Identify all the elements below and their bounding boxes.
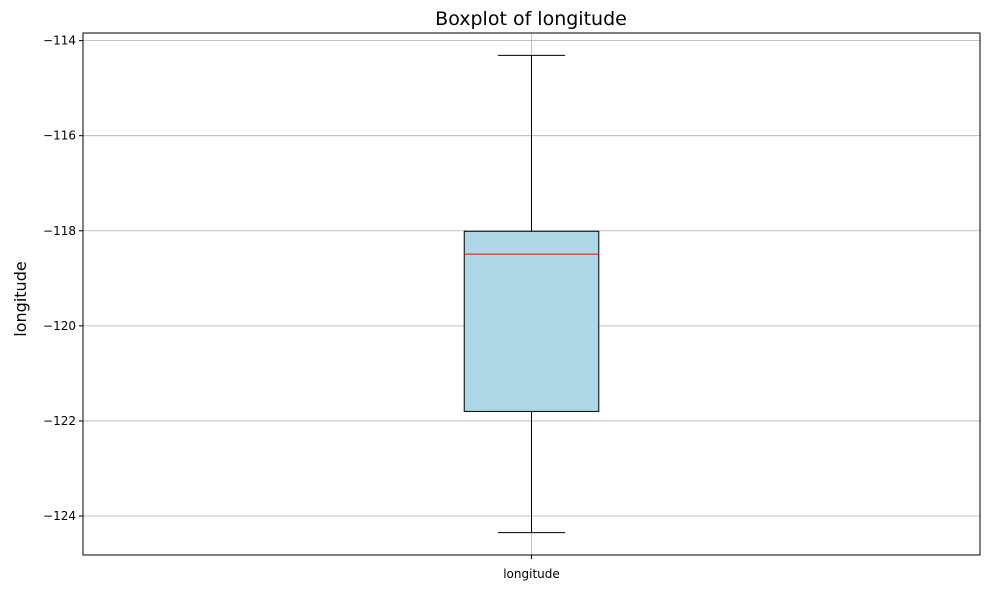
iqr-box [463, 230, 600, 412]
y-tick-label: −120 [43, 319, 76, 333]
chart-title: Boxplot of longitude [435, 8, 627, 30]
box-group [463, 54, 600, 534]
y-tick-label: −114 [43, 34, 76, 48]
y-tick-label: −118 [43, 224, 76, 238]
y-tick-label: −116 [43, 129, 76, 143]
y-axis-label: longitude [11, 261, 30, 336]
y-axis-ticks: −124 −122 −120 −118 −116 −114 [43, 34, 83, 523]
x-tick-label: longitude [503, 567, 560, 581]
x-axis-ticks: longitude [503, 555, 560, 581]
y-tick-label: −122 [43, 414, 76, 428]
y-tick-label: −124 [43, 509, 76, 523]
